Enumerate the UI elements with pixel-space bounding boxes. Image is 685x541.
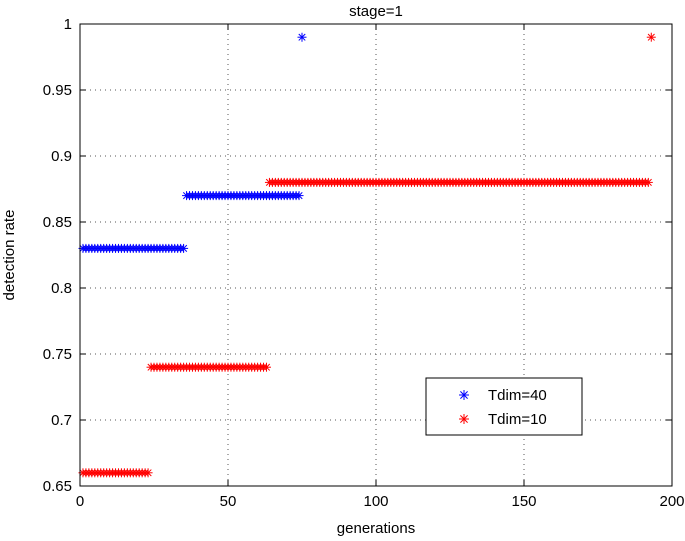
y-tick-label: 0.65 — [43, 478, 72, 495]
data-point — [643, 177, 653, 187]
data-point — [297, 32, 307, 42]
x-tick-label: 150 — [511, 493, 536, 510]
y-tick-label: 0.95 — [43, 82, 72, 99]
y-tick-label: 0.9 — [51, 148, 72, 165]
y-tick-label: 0.8 — [51, 280, 72, 297]
data-layer — [78, 32, 656, 478]
series-1 — [78, 32, 656, 478]
legend-marker — [459, 414, 469, 424]
data-point — [646, 32, 656, 42]
legend: Tdim=40 Tdim=10 — [425, 377, 583, 436]
y-tick-label: 0.7 — [51, 412, 72, 429]
legend-label: Tdim=40 — [488, 387, 547, 404]
y-tick-label: 0.85 — [43, 214, 72, 231]
y-tick-label: 1 — [64, 16, 72, 33]
data-point — [143, 468, 153, 478]
legend-label: Tdim=10 — [488, 411, 547, 428]
legend-marker — [459, 390, 469, 400]
x-tick-label: 100 — [363, 493, 388, 510]
series-0 — [78, 32, 307, 253]
x-tick-label: 0 — [76, 493, 84, 510]
data-point — [294, 191, 304, 201]
legend-box — [425, 377, 583, 436]
ticks: 0 50 100 150 200 0.65 0.7 0.75 0.8 0.85 0.9 0.95 1 — [43, 16, 685, 510]
legend-entries: Tdim=40 Tdim=10 — [459, 387, 547, 428]
x-axis-label: generations — [337, 520, 415, 537]
data-point — [179, 243, 189, 253]
data-point — [261, 362, 271, 372]
chart-title: stage=1 — [349, 3, 403, 20]
x-tick-label: 50 — [220, 493, 237, 510]
x-tick-label: 200 — [659, 493, 684, 510]
y-tick-label: 0.75 — [43, 346, 72, 363]
y-axis-label: detection rate — [1, 210, 18, 301]
